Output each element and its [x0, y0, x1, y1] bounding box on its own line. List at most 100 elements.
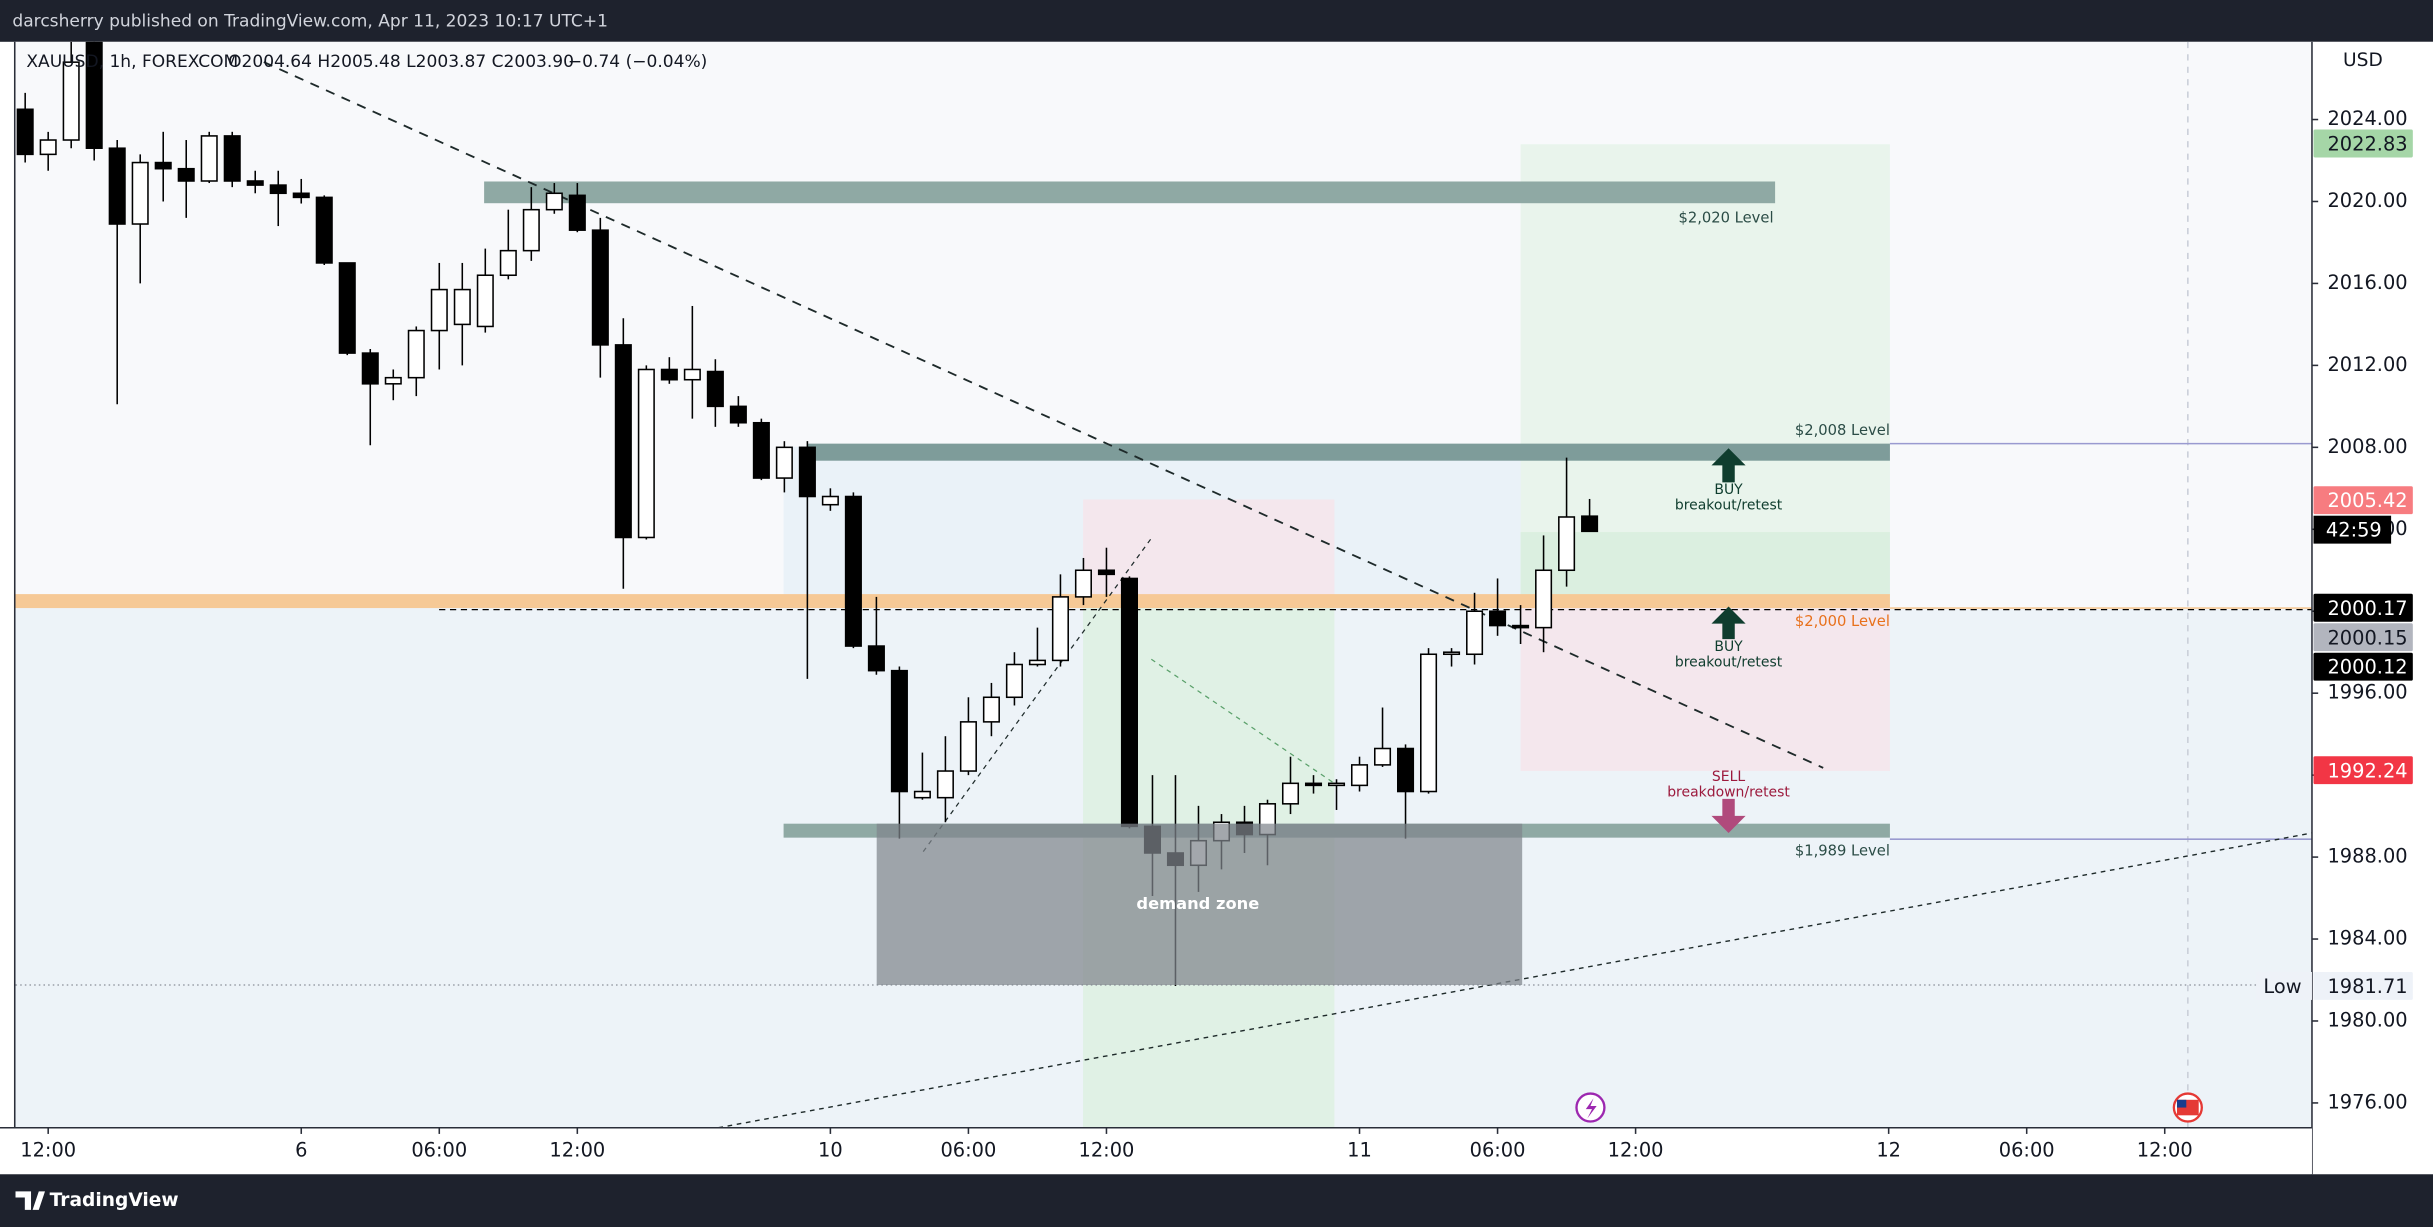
candle-body — [476, 274, 494, 328]
level-zone — [484, 181, 1776, 204]
note: SELL — [1712, 769, 1745, 785]
note: BUY — [1714, 639, 1743, 655]
candle-body — [729, 405, 747, 424]
countdown: 42:59 — [2326, 519, 2382, 542]
x-tick-label: 06:00 — [411, 1138, 467, 1161]
candle-body — [936, 770, 954, 799]
x-tick-label: 12:00 — [1608, 1138, 1664, 1161]
x-tick-label: 06:00 — [1470, 1138, 1526, 1161]
candle-body — [1512, 624, 1530, 629]
candle-body — [1489, 610, 1507, 627]
candle-body — [752, 421, 770, 479]
drawings — [15, 41, 2312, 1128]
x-tick-label: 6 — [295, 1138, 307, 1161]
stop-zone — [1520, 608, 1890, 771]
y-tick-label: 2008.00 — [2327, 435, 2407, 458]
candle-body — [1466, 610, 1484, 656]
candle-body — [798, 446, 816, 498]
candle-body — [1028, 659, 1046, 666]
candle-body — [1304, 782, 1323, 787]
candle-body — [1097, 569, 1115, 576]
arrow-up — [1711, 448, 1746, 483]
candle-body — [568, 194, 586, 231]
x-tick-label: 10 — [818, 1138, 843, 1161]
level-label: $2,008 Level — [1795, 422, 1890, 439]
candle-body — [39, 139, 57, 156]
candle-body — [591, 229, 609, 346]
candle-body — [1051, 596, 1069, 662]
y-tick-label: 2020.00 — [2327, 189, 2407, 212]
bottom-bar — [0, 1174, 2433, 1227]
candle-body — [131, 161, 149, 225]
candle-body — [821, 495, 839, 506]
candle-body — [1281, 782, 1300, 805]
y-tick-label: 1988.00 — [2327, 845, 2407, 868]
low-label: Low — [2263, 975, 2301, 998]
price-tag-label: 1992.24 — [2327, 759, 2407, 782]
price-tag-label: 2022.83 — [2327, 133, 2407, 156]
brand-logo — [15, 1191, 45, 1210]
level-label: $2,020 Level — [1678, 210, 1773, 227]
candle-body — [959, 721, 977, 772]
candle-body — [453, 288, 471, 326]
candle-body — [407, 329, 425, 379]
candle-body — [1581, 515, 1599, 533]
price-tag — [2313, 486, 2413, 515]
candle-body — [706, 370, 724, 408]
time-axis — [0, 1127, 2312, 1175]
change: −0.74 (−0.04%) — [568, 52, 707, 72]
y-tick-label: 2012.00 — [2327, 353, 2407, 376]
arrow-up — [1711, 606, 1746, 640]
flag-icon — [2176, 1099, 2187, 1108]
x-tick-label: 12:00 — [20, 1138, 76, 1161]
candle-body — [683, 368, 701, 381]
note: breakdown/retest — [1667, 785, 1790, 801]
candle-body — [16, 108, 34, 156]
top-bar — [0, 0, 2433, 42]
candle-body — [637, 368, 655, 539]
candle-body — [85, 41, 103, 149]
candle-body — [1005, 663, 1023, 699]
candle-body — [1443, 651, 1461, 656]
candle-body — [62, 61, 80, 141]
candle-body — [1350, 764, 1369, 787]
annotations: demand zone $2,020 Level $2,008 Level $2… — [876, 210, 2203, 1123]
candle-body — [361, 352, 379, 385]
y-tick-label: 1984.00 — [2327, 927, 2407, 950]
candle-body — [1420, 653, 1438, 793]
price-tag-label: 1981.71 — [2327, 975, 2407, 998]
candle-body — [660, 368, 678, 381]
candle-body — [499, 249, 517, 277]
candle-body — [890, 669, 908, 793]
candle-body — [223, 135, 241, 182]
candle-body — [545, 192, 563, 211]
price-tag — [2313, 623, 2413, 652]
y-tick-label: 2024.00 — [2327, 107, 2407, 130]
candle-body — [338, 262, 356, 354]
candle-body — [1558, 516, 1576, 572]
note: BUY — [1714, 482, 1743, 498]
price-tag-label: 2000.17 — [2327, 597, 2407, 620]
axis-unit: USD — [2343, 50, 2383, 71]
axis-labels: 2024.002020.002016.002012.002008.002004.… — [20, 107, 2413, 1161]
level-label: $1,989 Level — [1795, 843, 1890, 860]
candles — [16, 41, 1599, 986]
candle-body — [775, 446, 793, 479]
candle-body — [1397, 747, 1415, 793]
brand: TradingView — [50, 1190, 179, 1211]
note: breakout/retest — [1675, 498, 1783, 514]
candle-body — [154, 161, 172, 170]
candle-body — [844, 495, 862, 647]
publisher: darcsherry published on TradingView.com,… — [12, 12, 608, 32]
x-tick-label: 12:00 — [549, 1138, 605, 1161]
price-tag-label: 2000.15 — [2327, 626, 2407, 649]
candle-body — [1373, 747, 1392, 766]
ohlc: O2004.64 H2005.48 L2003.87 C2003.90 — [228, 52, 574, 72]
candle-body — [1074, 569, 1092, 598]
level-label: $2,000 Level — [1795, 613, 1890, 630]
demand-zone — [876, 823, 1523, 986]
level-zone — [15, 594, 1890, 609]
x-tick-label: 12 — [1876, 1138, 1901, 1161]
